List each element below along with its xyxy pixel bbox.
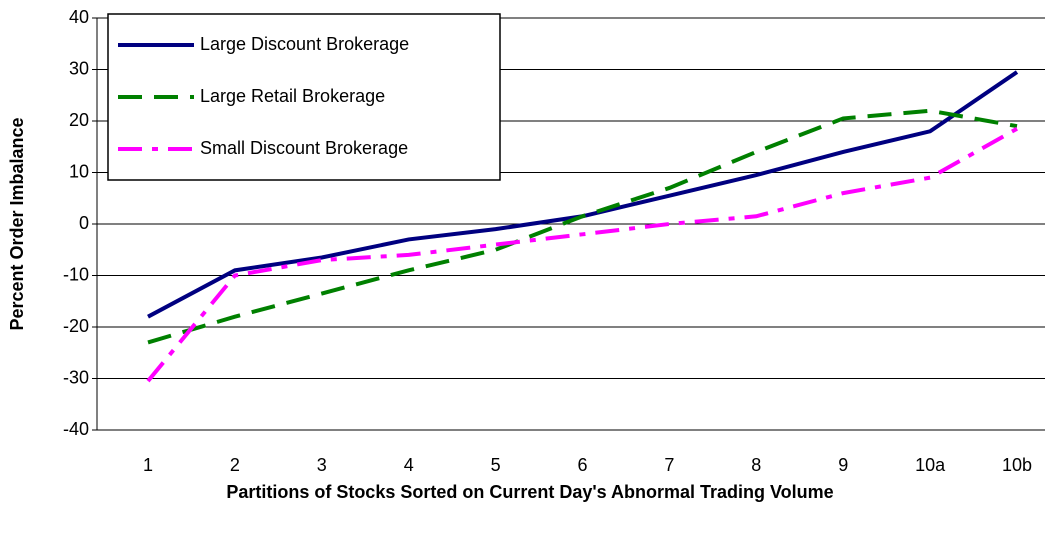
y-tick-label: 40	[69, 7, 89, 27]
y-tick-label: 0	[79, 213, 89, 233]
y-tick-label: 30	[69, 58, 89, 78]
y-tick-label: 10	[69, 161, 89, 181]
y-tick-label: -30	[63, 367, 89, 387]
y-tick-label: -10	[63, 264, 89, 284]
x-tick-label: 10a	[915, 455, 946, 475]
x-tick-label: 6	[577, 455, 587, 475]
y-tick-label: 20	[69, 110, 89, 130]
x-tick-label: 8	[751, 455, 761, 475]
x-tick-label: 9	[838, 455, 848, 475]
y-tick-label: -40	[63, 419, 89, 439]
legend-label: Small Discount Brokerage	[200, 138, 408, 158]
legend-label: Large Discount Brokerage	[200, 34, 409, 54]
legend-label: Large Retail Brokerage	[200, 86, 385, 106]
y-axis-title: Percent Order Imbalance	[7, 117, 27, 330]
x-axis-title: Partitions of Stocks Sorted on Current D…	[226, 482, 833, 502]
x-tick-label: 5	[491, 455, 501, 475]
x-tick-label: 4	[404, 455, 414, 475]
x-tick-label: 7	[664, 455, 674, 475]
x-tick-label: 2	[230, 455, 240, 475]
x-tick-label: 3	[317, 455, 327, 475]
y-tick-label: -20	[63, 316, 89, 336]
x-tick-label: 1	[143, 455, 153, 475]
series-line	[147, 108, 1018, 345]
series-line	[146, 126, 1018, 383]
x-tick-label: 10b	[1002, 455, 1032, 475]
